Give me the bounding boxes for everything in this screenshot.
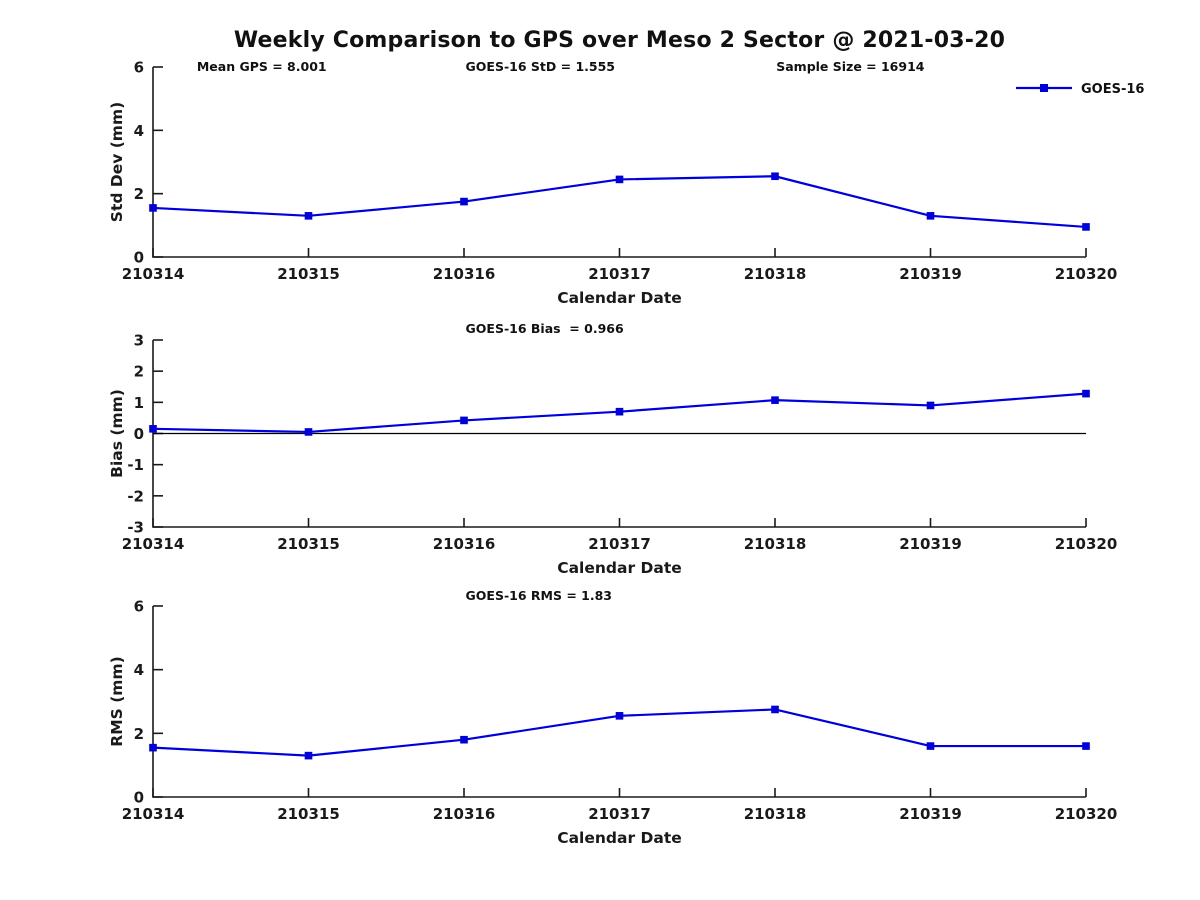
y-axis-label: RMS (mm) xyxy=(108,656,126,746)
x-tick-label: 210319 xyxy=(899,535,962,553)
axes-spines xyxy=(152,67,1086,258)
data-point-marker xyxy=(771,705,779,714)
x-tick-label: 210317 xyxy=(588,265,651,283)
x-tick-label: 210318 xyxy=(744,805,807,823)
data-point-marker xyxy=(615,175,624,184)
y-axis-label: Bias (mm) xyxy=(108,389,126,478)
x-tick-label: 210320 xyxy=(1055,265,1118,283)
data-point-marker xyxy=(304,751,313,760)
legend-marker-sample xyxy=(1040,84,1048,92)
axes-spines xyxy=(152,606,1086,798)
subplot-rms: 0 2 4 6 210314 210315 210316 210317 210318 210319… xyxy=(108,588,1117,847)
y-tick-label: 2 xyxy=(134,185,144,203)
y-axis-label: Std Dev (mm) xyxy=(108,102,126,222)
y-tick-label: 0 xyxy=(134,249,144,267)
x-tick-label: 210318 xyxy=(744,265,807,283)
data-point-marker xyxy=(460,735,468,744)
y-tick-label: -2 xyxy=(127,487,144,505)
data-point-marker xyxy=(1082,742,1090,750)
annotation-text: GOES-16 Bias = 0.966 xyxy=(466,321,624,336)
x-tick-label: 210317 xyxy=(588,535,651,553)
annotation-text: Sample Size = 16914 xyxy=(776,59,925,74)
y-tick-label: 0 xyxy=(134,425,144,443)
x-tick-label: 210314 xyxy=(122,805,185,823)
data-point-marker xyxy=(926,742,935,750)
x-tick-label: 210316 xyxy=(433,265,496,283)
x-tick-label: 210316 xyxy=(433,805,496,823)
subplot-std-dev: 0 2 4 6 210314 210315 210316 210317 210318 210319… xyxy=(108,59,1144,308)
data-point-marker xyxy=(615,407,624,416)
x-tick-label: 210315 xyxy=(277,265,340,283)
x-tick-label: 210314 xyxy=(122,265,185,283)
annotation-text: Mean GPS = 8.001 xyxy=(197,59,327,74)
x-axis-label: Calendar Date xyxy=(557,559,682,577)
data-point-marker xyxy=(149,425,157,433)
data-point-marker xyxy=(304,212,313,220)
legend-label: GOES-16 xyxy=(1081,82,1144,97)
figure-title: Weekly Comparison to GPS over Meso 2 Sec… xyxy=(233,28,1006,53)
y-tick-label: 3 xyxy=(134,332,144,350)
x-axis-label: Calendar Date xyxy=(557,289,682,307)
x-tick-label: 210319 xyxy=(899,265,962,283)
x-tick-label: 210315 xyxy=(277,805,340,823)
data-point-marker xyxy=(926,401,935,410)
x-tick-label: 210314 xyxy=(122,535,185,553)
annotation-text: GOES-16 StD = 1.555 xyxy=(466,59,615,74)
y-tick-label: 2 xyxy=(134,363,144,381)
series-line xyxy=(152,175,1087,229)
data-point-marker xyxy=(771,396,779,404)
data-point-marker xyxy=(926,212,935,220)
annotation-text: GOES-16 RMS = 1.83 xyxy=(466,588,612,603)
x-tick-label: 210315 xyxy=(277,535,340,553)
x-tick-label: 210320 xyxy=(1055,805,1118,823)
data-point-marker xyxy=(1082,389,1090,398)
y-tick-label: 4 xyxy=(134,661,144,679)
x-tick-label: 210316 xyxy=(433,535,496,553)
y-tick-label: 1 xyxy=(134,394,144,412)
data-point-marker xyxy=(304,428,313,436)
data-point-marker xyxy=(1082,223,1090,231)
x-axis-label: Calendar Date xyxy=(557,829,682,847)
data-point-marker xyxy=(460,416,468,425)
data-point-marker xyxy=(149,743,157,752)
x-tick-label: 210318 xyxy=(744,535,807,553)
y-tick-label: -1 xyxy=(127,456,144,474)
y-tick-label: 6 xyxy=(134,598,144,616)
data-point-marker xyxy=(615,712,624,720)
subplot-bias: -3 -2 -1 0 1 2 3 210314 210315 210316 210317 210318… xyxy=(108,321,1117,577)
data-point-marker xyxy=(771,172,779,181)
x-tick-label: 210320 xyxy=(1055,535,1118,553)
x-tick-label: 210319 xyxy=(899,805,962,823)
data-point-marker xyxy=(460,197,468,206)
y-tick-label: 6 xyxy=(134,59,144,77)
y-tick-label: 2 xyxy=(134,725,144,743)
y-tick-label: 0 xyxy=(134,789,144,807)
x-tick-label: 210317 xyxy=(588,805,651,823)
data-point-marker xyxy=(149,204,157,212)
y-tick-label: -3 xyxy=(127,519,144,537)
y-tick-label: 4 xyxy=(134,122,144,140)
legend: GOES-16 xyxy=(1016,82,1144,97)
